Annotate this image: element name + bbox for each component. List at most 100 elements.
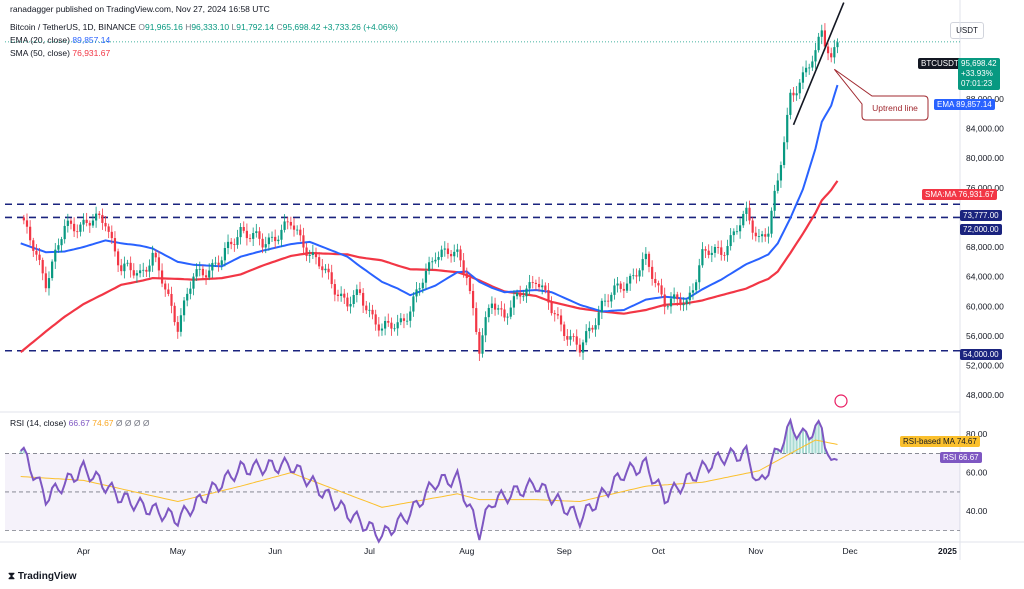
candle-body xyxy=(236,237,239,245)
candle-body xyxy=(393,328,396,330)
candle-body xyxy=(402,318,406,321)
candle-body xyxy=(729,235,732,247)
candle-body xyxy=(801,72,805,83)
candle-body xyxy=(60,239,63,246)
candle-body xyxy=(754,232,757,237)
candle-body xyxy=(173,305,176,323)
candle-body xyxy=(54,249,57,262)
currency-button[interactable]: USDT xyxy=(950,22,984,39)
candle-body xyxy=(735,231,739,233)
candle-body xyxy=(63,225,66,240)
candle-body xyxy=(588,327,591,332)
symbol-name[interactable]: Bitcoin / TetherUS, 1D, BINANCE xyxy=(10,22,136,32)
candle-body xyxy=(145,269,148,272)
candle-body xyxy=(644,253,647,260)
candle-body xyxy=(157,257,161,271)
candle-body xyxy=(98,213,101,215)
candle-body xyxy=(88,222,91,226)
candle-body xyxy=(443,248,446,250)
candle-body xyxy=(390,322,393,329)
candle-body xyxy=(830,53,833,58)
candle-body xyxy=(465,273,468,279)
candle-body xyxy=(478,331,481,354)
candle-body xyxy=(563,324,566,337)
candle-body xyxy=(776,180,779,191)
candle-body xyxy=(151,252,154,266)
candle-body xyxy=(164,283,167,290)
rsi-label: RSI (14, close) xyxy=(10,418,67,428)
candle-body xyxy=(490,303,494,308)
candle-body xyxy=(252,233,255,239)
candle-body xyxy=(622,288,625,291)
candle-body xyxy=(245,230,248,239)
candle-body xyxy=(519,292,522,297)
candle-body xyxy=(660,285,663,295)
candle-body xyxy=(113,238,117,252)
candle-body xyxy=(195,269,198,277)
candle-body xyxy=(497,308,500,310)
candle-body xyxy=(148,265,151,272)
candle-body xyxy=(126,262,129,264)
time-axis-label: 2025 xyxy=(938,546,957,556)
candle-body xyxy=(101,214,104,223)
candle-body xyxy=(616,283,619,286)
rsi-axis-label: 40.00 xyxy=(966,506,988,516)
candle-body xyxy=(666,306,669,308)
rsi-legend[interactable]: RSI (14, close) 66.67 74.67 Ø Ø Ø Ø xyxy=(10,418,149,428)
candle-body xyxy=(431,261,434,263)
sma-value: 76,931.67 xyxy=(72,48,111,58)
candle-body xyxy=(591,327,594,330)
rsi-ma-line xyxy=(20,439,838,508)
candle-body xyxy=(817,36,820,51)
candle-body xyxy=(110,231,113,239)
candle-body xyxy=(132,270,135,276)
candle-body xyxy=(387,320,390,323)
candle-body xyxy=(270,236,274,238)
candle-body xyxy=(475,308,478,332)
candle-body xyxy=(625,283,629,291)
candle-body xyxy=(537,283,541,288)
candle-body xyxy=(35,250,38,255)
candle-body xyxy=(179,315,183,332)
tradingview-logo-text: TradingView xyxy=(17,571,77,582)
candle-body xyxy=(91,220,95,226)
candle-body xyxy=(277,239,280,242)
candle-body xyxy=(707,250,710,255)
candle-body xyxy=(789,92,792,115)
time-axis-label: Nov xyxy=(748,546,764,556)
candle-body xyxy=(377,324,380,331)
level-54000-tag: 54,000.00 xyxy=(960,349,1002,360)
ema-legend[interactable]: EMA (20, close) 89,857.14 xyxy=(10,35,110,45)
candle-body xyxy=(318,257,321,267)
candle-body xyxy=(76,231,79,233)
candle-body xyxy=(569,336,572,340)
price-axis-label: 60,000.00 xyxy=(966,301,1004,311)
candle-body xyxy=(757,236,761,238)
candle-body xyxy=(189,288,192,294)
candle-body xyxy=(559,315,563,325)
candle-body xyxy=(434,259,437,262)
candle-body xyxy=(456,249,459,252)
candle-body xyxy=(343,293,346,298)
candle-body xyxy=(635,275,638,277)
candle-body xyxy=(308,254,311,256)
symbol-price-tag: BTCUSDT xyxy=(918,58,962,69)
candle-body xyxy=(201,268,205,276)
candle-body xyxy=(742,213,745,226)
sma-legend[interactable]: SMA (50, close) 76,931.67 xyxy=(10,48,110,58)
ema-tag: EMA 89,857.14 xyxy=(934,99,995,110)
rsi-legend-value: 66.67 xyxy=(68,418,90,428)
candle-body xyxy=(453,251,456,257)
time-axis-label: Oct xyxy=(652,546,666,556)
time-axis-label: Dec xyxy=(842,546,858,556)
candle-body xyxy=(685,300,688,305)
candle-body xyxy=(208,270,211,278)
level-73777-tag: 73,777.00 xyxy=(960,210,1002,221)
candle-body xyxy=(239,226,242,238)
rsi-ma-tag: RSI-based MA 74.67 xyxy=(900,436,980,447)
candle-body xyxy=(503,309,506,318)
tradingview-logo[interactable]: ⧗ TradingView xyxy=(8,571,77,582)
candle-body xyxy=(107,226,110,232)
change-value: +3,733.26 (+4.06%) xyxy=(322,22,398,32)
